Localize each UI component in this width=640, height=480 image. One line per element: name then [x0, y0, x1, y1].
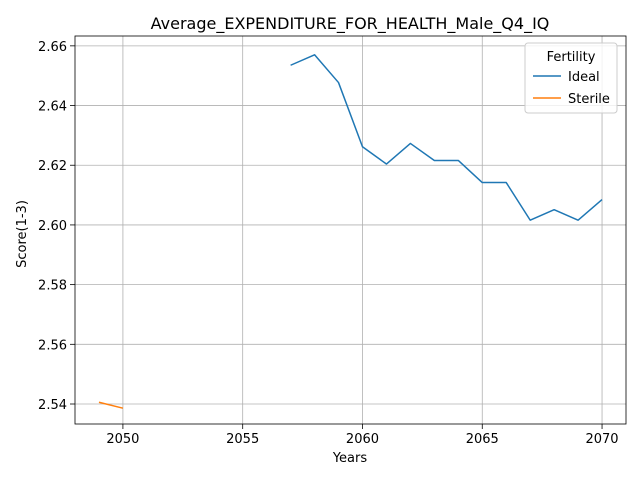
legend-label-ideal: Ideal	[568, 70, 600, 85]
y-tick-label: 2.62	[38, 159, 67, 174]
x-axis-label: Years	[332, 451, 368, 466]
y-tick-label: 2.54	[38, 398, 67, 413]
series-line-sterile	[98, 401, 124, 409]
x-tick-label: 2060	[346, 432, 379, 447]
series-lines	[98, 54, 603, 409]
x-tick-label: 2050	[106, 432, 139, 447]
x-tick-label: 2070	[585, 432, 618, 447]
series-line-ideal	[290, 54, 603, 221]
y-tick-label: 2.64	[38, 100, 67, 115]
y-tick-label: 2.60	[38, 219, 67, 234]
axes: 2050 2055 2060 2065 2070 2.54 2.56 2.58 2.60 2.62…	[38, 35, 627, 447]
legend: Fertility Ideal Sterile	[524, 42, 618, 114]
legend-label-sterile: Sterile	[568, 92, 610, 107]
y-tick-label: 2.66	[38, 40, 67, 55]
y-tick-label: 2.58	[38, 279, 67, 294]
legend-title: Fertility	[547, 50, 596, 65]
x-tick-label: 2055	[226, 432, 259, 447]
chart-title: Average_EXPENDITURE_FOR_HEALTH_Male_Q4_I…	[151, 14, 550, 34]
x-tick-label: 2065	[466, 432, 499, 447]
y-tick-label: 2.56	[38, 338, 67, 353]
legend-box	[524, 42, 618, 114]
y-axis-label: Score(1-3)	[15, 200, 30, 268]
plot-frame	[74, 35, 627, 425]
